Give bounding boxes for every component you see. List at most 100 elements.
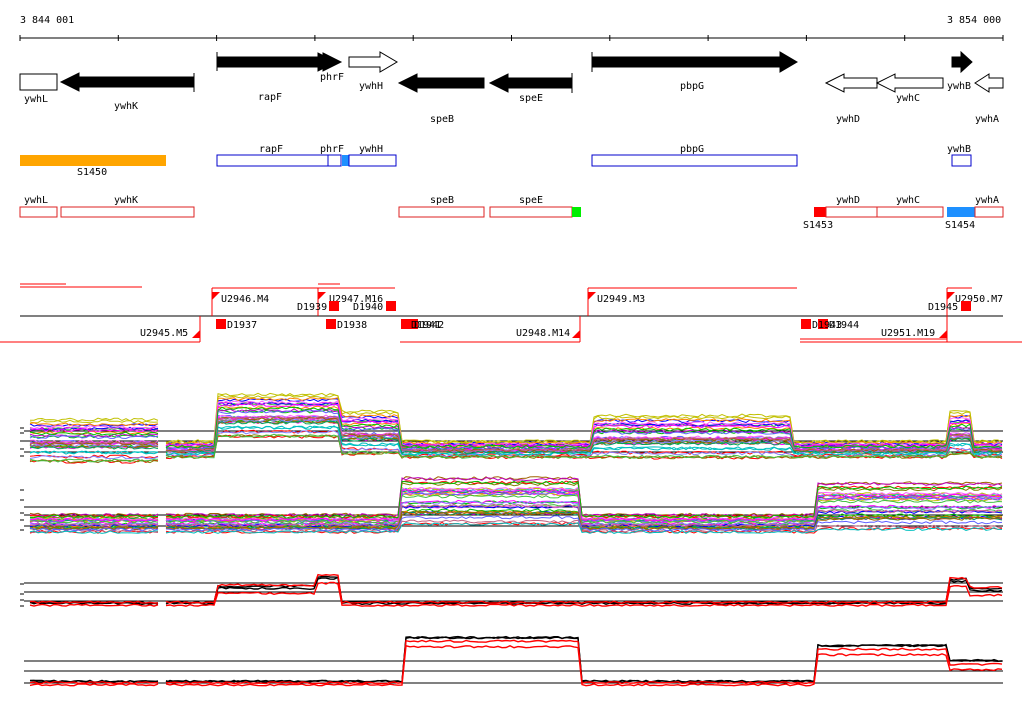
feature-label: speB — [430, 195, 454, 206]
feature-label: ywhA — [975, 195, 999, 206]
expression-trace — [30, 399, 1002, 445]
ruler-end-label: 3 854 000 — [947, 15, 1001, 26]
coordinate-ruler: 3 844 001 3 854 000 — [20, 15, 1003, 41]
gene-ywhA[interactable]: ywhA — [975, 74, 1003, 125]
segment-label[interactable]: U2946.M4 — [221, 294, 269, 305]
feature-label: S1453 — [803, 220, 833, 231]
site-marker[interactable] — [326, 319, 336, 329]
site-label: D1944 — [829, 320, 859, 331]
site-marker[interactable] — [801, 319, 811, 329]
site-label: D1939 — [297, 302, 327, 313]
feature-label: S1450 — [77, 167, 107, 178]
segment-flag — [947, 292, 955, 300]
feature-speB[interactable]: speB — [399, 195, 484, 217]
segment-flag — [572, 330, 580, 338]
ruler-start-label: 3 844 001 — [20, 15, 74, 26]
feature-S1450[interactable]: S1450 — [20, 155, 166, 178]
feature-speE[interactable]: speE — [490, 195, 572, 217]
site-label: D1937 — [227, 320, 257, 331]
gene-label: ywhB — [947, 81, 971, 92]
minus-strand-features: ywhL ywhK speB speE S1453 ywhD ywhC — [20, 195, 1003, 231]
segment-flag — [318, 292, 326, 300]
segment-label[interactable]: U2945.M5 — [140, 328, 188, 339]
gene-pbpG[interactable]: pbpG — [592, 52, 797, 92]
expression-trace — [30, 402, 1002, 446]
expression-panel-minus-all — [20, 477, 1003, 534]
gene-label: speB — [430, 114, 454, 125]
gene-ywhL[interactable]: ywhL — [20, 74, 57, 105]
gene-ywhH[interactable]: ywhH — [349, 52, 397, 92]
site-marker[interactable] — [386, 301, 396, 311]
feature-label: speE — [519, 195, 543, 206]
feature-label: ywhB — [947, 144, 971, 155]
plus-strand-features: S1450 rapF phrF ywhH pbpG ywhB — [20, 144, 971, 178]
segment-flag — [192, 330, 200, 338]
feature-rapF[interactable]: rapF — [217, 144, 328, 166]
expression-trace — [30, 637, 1002, 683]
expression-trace — [30, 398, 1002, 445]
gene-phrF[interactable]: phrF — [320, 53, 344, 83]
expression-trace — [30, 402, 1002, 446]
expression-trace — [30, 637, 1002, 683]
gene-rapF[interactable]: rapF — [217, 52, 336, 103]
gene-speB[interactable]: speB — [399, 74, 484, 125]
segment-label[interactable]: U2949.M3 — [597, 294, 645, 305]
segment-flag — [939, 330, 947, 338]
gene-arrow-track: ywhL ywhK rapF phrF ywhH speB — [20, 52, 1003, 125]
expression-panel-plus-all — [20, 393, 1003, 463]
gene-label: speE — [519, 93, 543, 104]
feature-label: S1454 — [945, 220, 975, 231]
feature-pbpG[interactable]: pbpG — [592, 144, 797, 166]
expression-trace — [30, 393, 1002, 443]
gene-ywhB[interactable]: ywhB — [947, 52, 972, 92]
gene-label: ywhC — [896, 93, 920, 104]
site-label: D1940 — [353, 302, 383, 313]
site-marker[interactable] — [216, 319, 226, 329]
gene-ywhK[interactable]: ywhK — [61, 73, 194, 112]
feature-S1453[interactable]: S1453 — [803, 207, 833, 231]
feature-marker-blue[interactable] — [342, 155, 349, 166]
segment-label[interactable]: U2951.M19 — [881, 328, 935, 339]
site-marker[interactable] — [401, 319, 411, 329]
feature-ywhB[interactable]: ywhB — [947, 144, 971, 166]
expression-trace — [30, 395, 1002, 444]
feature-label: ywhC — [896, 195, 920, 206]
feature-marker-green[interactable] — [572, 207, 581, 217]
feature-S1454[interactable]: S1454 — [945, 207, 975, 231]
feature-label: ywhH — [359, 144, 383, 155]
feature-ywhA[interactable]: ywhA — [975, 195, 1003, 217]
segment-flag — [588, 292, 596, 300]
feature-label: rapF — [259, 144, 283, 155]
segment-label[interactable]: U2948.M14 — [516, 328, 570, 339]
feature-ywhH[interactable]: ywhH — [349, 144, 396, 166]
gene-label: phrF — [320, 72, 344, 83]
expression-trace — [30, 575, 1002, 604]
feature-ywhL[interactable]: ywhL — [20, 195, 57, 217]
expression-panel-plus-selected — [20, 575, 1003, 607]
gene-ywhD[interactable]: ywhD — [826, 74, 877, 125]
segmentation-track: U2946.M4 U2947.M16 U2949.M3 U2950.M7 U29… — [0, 284, 1022, 342]
segment-flag — [212, 292, 220, 300]
expression-panel-minus-selected — [24, 637, 1003, 686]
feature-label: ywhL — [24, 195, 48, 206]
feature-label: ywhK — [114, 195, 138, 206]
gene-label: ywhK — [114, 101, 138, 112]
gene-ywhC[interactable]: ywhC — [877, 74, 943, 104]
expression-trace — [30, 403, 1002, 447]
feature-ywhD[interactable]: ywhD — [826, 195, 877, 217]
gene-label: ywhD — [836, 114, 860, 125]
gene-label: pbpG — [680, 81, 704, 92]
gene-label: ywhH — [359, 81, 383, 92]
site-marker[interactable] — [329, 301, 339, 311]
site-marker[interactable] — [961, 301, 971, 311]
feature-ywhK[interactable]: ywhK — [61, 195, 194, 217]
feature-label: ywhD — [836, 195, 860, 206]
feature-ywhC[interactable]: ywhC — [877, 195, 943, 217]
expression-trace — [30, 646, 1002, 686]
gene-speE[interactable]: speE — [490, 73, 572, 104]
gene-label: ywhL — [24, 94, 48, 105]
expression-trace — [30, 404, 1002, 447]
feature-label: phrF — [320, 144, 344, 155]
